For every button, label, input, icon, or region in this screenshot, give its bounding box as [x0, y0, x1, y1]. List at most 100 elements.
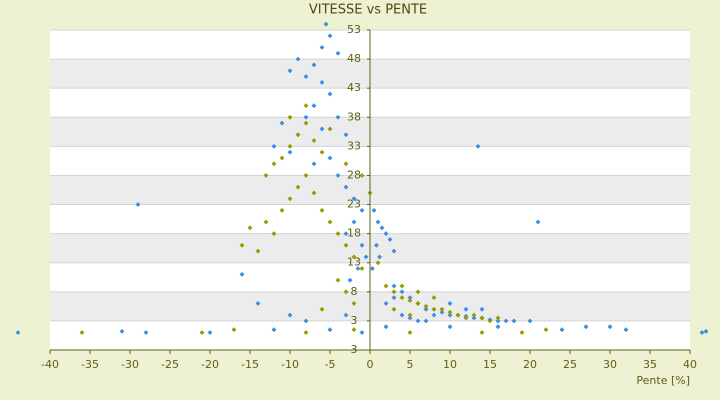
point	[519, 329, 525, 336]
x-tick-label: -40	[41, 358, 59, 371]
y-tick-label: 23	[347, 198, 361, 211]
point	[351, 254, 357, 260]
y-tick-label: 48	[347, 52, 361, 65]
point	[335, 172, 341, 179]
point	[343, 312, 349, 318]
point	[447, 300, 453, 307]
x-tick-label: -25	[161, 358, 179, 371]
point	[487, 318, 493, 324]
point	[351, 327, 357, 333]
point	[319, 149, 325, 155]
point	[495, 324, 501, 330]
x-tick-label: 20	[523, 358, 537, 371]
point	[535, 219, 541, 225]
point	[363, 254, 369, 260]
point	[373, 242, 379, 248]
x-tick-label: 25	[563, 358, 577, 371]
point	[439, 309, 445, 315]
point	[335, 231, 341, 237]
point	[379, 225, 385, 231]
point	[383, 300, 389, 307]
point	[239, 242, 245, 248]
point	[383, 231, 389, 237]
point	[407, 315, 413, 321]
chart-title: VITESSE vs PENTE	[309, 3, 427, 18]
point	[343, 231, 349, 237]
point	[431, 312, 437, 318]
y-tick-label: 3	[351, 314, 358, 327]
point	[287, 149, 293, 155]
point	[375, 260, 381, 266]
point	[383, 283, 389, 289]
point	[527, 318, 533, 324]
point	[303, 120, 309, 126]
x-tick-label: 35	[643, 358, 657, 371]
point	[143, 329, 149, 336]
y-tick-label: 13	[347, 256, 361, 269]
point	[391, 283, 397, 289]
point	[407, 329, 413, 336]
y-tick-label: 8	[351, 285, 358, 298]
point	[303, 103, 309, 109]
x-tick-label: 5	[407, 358, 414, 371]
x-tick-label: 0	[367, 358, 374, 371]
point	[471, 312, 477, 318]
point	[327, 219, 333, 225]
point	[287, 312, 293, 318]
x-tick-label: -10	[281, 358, 299, 371]
y-tick-label: 18	[347, 227, 361, 240]
x-tick-label: -30	[121, 358, 139, 371]
point	[311, 190, 317, 196]
x-tick-label: 15	[483, 358, 497, 371]
point	[351, 196, 357, 202]
point	[369, 265, 375, 272]
point	[335, 114, 341, 120]
point	[335, 50, 341, 56]
point	[479, 315, 485, 321]
y-tick-label: 33	[347, 139, 361, 152]
point	[583, 324, 589, 330]
point	[359, 329, 365, 336]
point	[311, 62, 317, 68]
point	[343, 132, 349, 138]
point	[327, 91, 333, 97]
y-tick-label: 28	[347, 168, 361, 181]
point	[359, 172, 365, 179]
point	[407, 297, 413, 304]
point	[199, 329, 205, 336]
point	[263, 219, 269, 225]
point	[311, 161, 317, 167]
point	[415, 300, 421, 307]
point	[311, 137, 317, 144]
point	[239, 271, 245, 277]
point	[503, 318, 509, 324]
point	[295, 132, 301, 138]
point	[455, 312, 461, 318]
point	[391, 248, 397, 254]
point	[475, 143, 481, 149]
point	[271, 327, 277, 333]
point	[371, 207, 377, 213]
point	[399, 295, 405, 301]
point	[355, 265, 361, 272]
point	[431, 306, 437, 312]
point	[335, 277, 341, 283]
x-tick-label: 10	[443, 358, 457, 371]
point	[295, 184, 301, 190]
point	[377, 254, 383, 260]
y-tick-label: 38	[347, 110, 361, 123]
point	[387, 236, 393, 243]
point	[327, 327, 333, 333]
point	[399, 312, 405, 318]
point	[703, 328, 709, 334]
point	[327, 126, 333, 132]
point	[287, 114, 293, 120]
x-tick-label: -15	[241, 358, 259, 371]
point	[407, 312, 413, 318]
point	[303, 329, 309, 336]
point	[279, 207, 285, 213]
x-axis-label: Pente [%]	[636, 374, 690, 387]
point	[415, 318, 421, 324]
